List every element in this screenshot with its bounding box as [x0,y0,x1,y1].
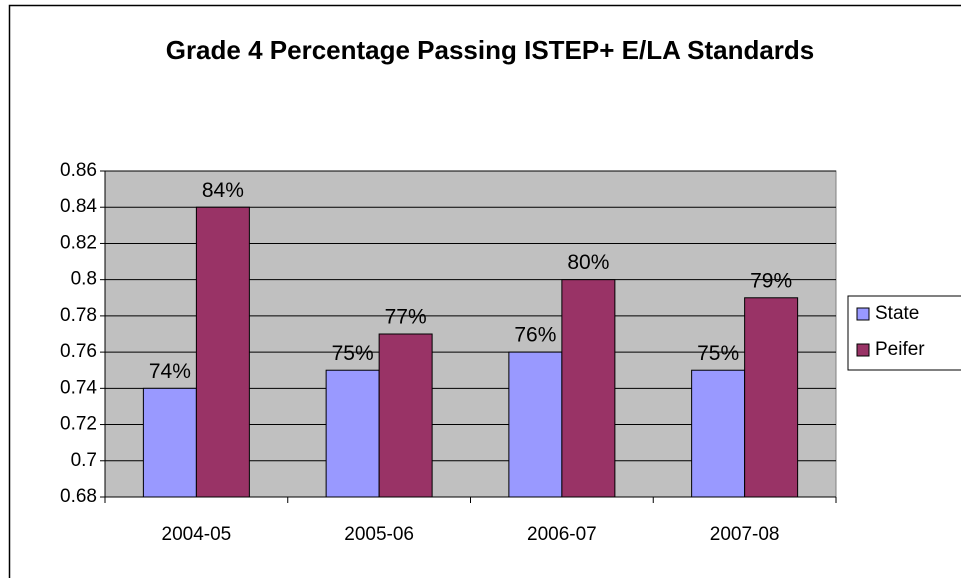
bar [378,333,433,498]
value-label: 75% [332,342,374,365]
bar [142,387,197,498]
chart-title: Grade 4 Percentage Passing ISTEP+ E/LA S… [165,35,815,65]
value-label: 74% [149,360,191,383]
bar [195,206,250,498]
legend-label: Peifer [875,339,925,360]
x-tick-label: 2007-08 [710,524,780,545]
y-tick-label: 0.76 [60,341,97,362]
x-tick-label: 2005-06 [344,524,414,545]
legend-box [847,295,961,371]
bar [508,351,563,498]
bar [691,369,746,498]
value-label: 75% [697,342,739,365]
bar [325,369,380,498]
y-tick-label: 0.84 [60,196,97,217]
y-tick-label: 0.78 [60,305,97,326]
value-label: 76% [514,324,556,347]
legend-swatch [856,343,870,357]
value-label: 84% [202,179,244,202]
y-tick-label: 0.82 [60,232,97,253]
x-tick-label: 2006-07 [527,524,597,545]
x-tick-label: 2004-05 [162,524,232,545]
bar [744,297,799,498]
bar [561,279,616,498]
y-tick-label: 0.72 [60,414,97,435]
y-tick-label: 0.86 [60,160,97,181]
legend-label: State [875,303,919,324]
value-label: 77% [385,306,427,329]
value-label: 79% [750,269,792,292]
y-tick-label: 0.68 [60,486,97,507]
y-tick-label: 0.74 [60,377,97,398]
legend-swatch [856,307,870,321]
y-tick-label: 0.7 [71,450,97,471]
value-label: 80% [567,251,609,274]
y-tick-label: 0.8 [71,269,97,290]
